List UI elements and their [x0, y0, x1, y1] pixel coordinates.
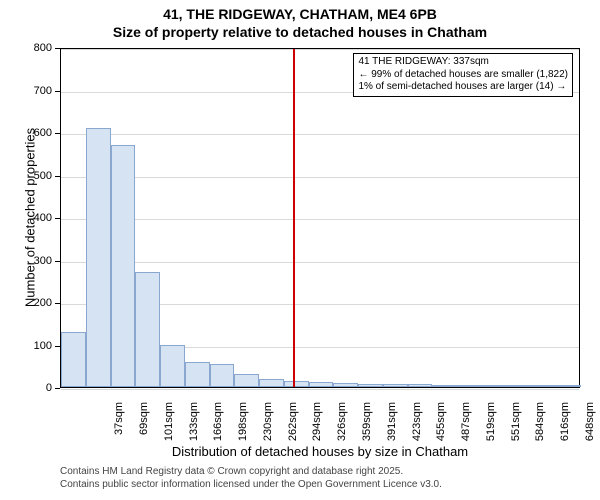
- ytick-mark: [55, 346, 60, 347]
- plot-area: 41 THE RIDGEWAY: 337sqm← 99% of detached…: [60, 48, 580, 388]
- ytick-label: 500: [0, 170, 52, 182]
- ytick-mark: [55, 388, 60, 389]
- bar: [234, 374, 259, 387]
- attribution-text: Contains HM Land Registry data © Crown c…: [60, 466, 580, 491]
- ytick-label: 0: [0, 382, 52, 394]
- xtick-label: 101sqm: [163, 402, 175, 452]
- chart-title-line2: Size of property relative to detached ho…: [0, 24, 600, 40]
- annotation-line: 1% of semi-detached houses are larger (1…: [358, 81, 568, 94]
- bar: [408, 384, 433, 387]
- bar: [531, 385, 556, 387]
- gridline: [61, 177, 579, 178]
- gridline: [61, 49, 579, 50]
- bar: [185, 362, 210, 388]
- xtick-label: 584sqm: [534, 402, 546, 452]
- xtick-label: 262sqm: [287, 402, 299, 452]
- xtick-label: 69sqm: [138, 402, 150, 452]
- bar: [333, 383, 358, 387]
- ytick-mark: [55, 303, 60, 304]
- ytick-label: 200: [0, 297, 52, 309]
- xtick-label: 487sqm: [460, 402, 472, 452]
- bar: [259, 379, 284, 388]
- bar: [111, 145, 136, 387]
- gridline: [61, 262, 579, 263]
- annotation-line: ← 99% of detached houses are smaller (1,…: [358, 69, 568, 82]
- bar: [358, 384, 383, 387]
- gridline: [61, 219, 579, 220]
- xtick-label: 37sqm: [113, 402, 125, 452]
- bar: [482, 385, 507, 387]
- gridline: [61, 134, 579, 135]
- annotation-line: 41 THE RIDGEWAY: 337sqm: [358, 56, 568, 69]
- attribution-line1: Contains HM Land Registry data © Crown c…: [60, 466, 580, 479]
- xtick-label: 648sqm: [584, 402, 596, 452]
- xtick-label: 326sqm: [336, 402, 348, 452]
- attribution-line2: Contains public sector information licen…: [60, 479, 580, 492]
- ytick-label: 100: [0, 340, 52, 352]
- chart-title-line1: 41, THE RIDGEWAY, CHATHAM, ME4 6PB: [0, 6, 600, 22]
- xtick-label: 423sqm: [411, 402, 423, 452]
- ytick-mark: [55, 133, 60, 134]
- bar: [507, 385, 532, 387]
- ytick-label: 800: [0, 42, 52, 54]
- bar: [86, 128, 111, 387]
- reference-line: [293, 49, 295, 387]
- annotation-box: 41 THE RIDGEWAY: 337sqm← 99% of detached…: [353, 53, 573, 97]
- xtick-label: 551sqm: [510, 402, 522, 452]
- ytick-mark: [55, 48, 60, 49]
- ytick-mark: [55, 218, 60, 219]
- ytick-label: 700: [0, 85, 52, 97]
- ytick-mark: [55, 91, 60, 92]
- bar: [556, 385, 581, 387]
- bar: [284, 381, 309, 387]
- xtick-label: 133sqm: [188, 402, 200, 452]
- bar: [135, 272, 160, 387]
- xtick-label: 616sqm: [559, 402, 571, 452]
- bar: [383, 384, 408, 387]
- bar: [160, 345, 185, 388]
- ytick-label: 600: [0, 127, 52, 139]
- xtick-label: 166sqm: [212, 402, 224, 452]
- bar: [210, 364, 235, 387]
- xtick-label: 455sqm: [435, 402, 447, 452]
- xtick-label: 359sqm: [361, 402, 373, 452]
- ytick-label: 300: [0, 255, 52, 267]
- xtick-label: 198sqm: [237, 402, 249, 452]
- bar: [61, 332, 86, 387]
- xtick-label: 230sqm: [262, 402, 274, 452]
- ytick-mark: [55, 176, 60, 177]
- gridline: [61, 389, 579, 390]
- property-size-chart: 41, THE RIDGEWAY, CHATHAM, ME4 6PB Size …: [0, 0, 600, 500]
- bar: [457, 385, 482, 387]
- ytick-mark: [55, 261, 60, 262]
- ytick-label: 400: [0, 212, 52, 224]
- xtick-label: 294sqm: [311, 402, 323, 452]
- xtick-label: 519sqm: [485, 402, 497, 452]
- bar: [309, 382, 334, 387]
- xtick-label: 391sqm: [386, 402, 398, 452]
- bar: [432, 385, 457, 387]
